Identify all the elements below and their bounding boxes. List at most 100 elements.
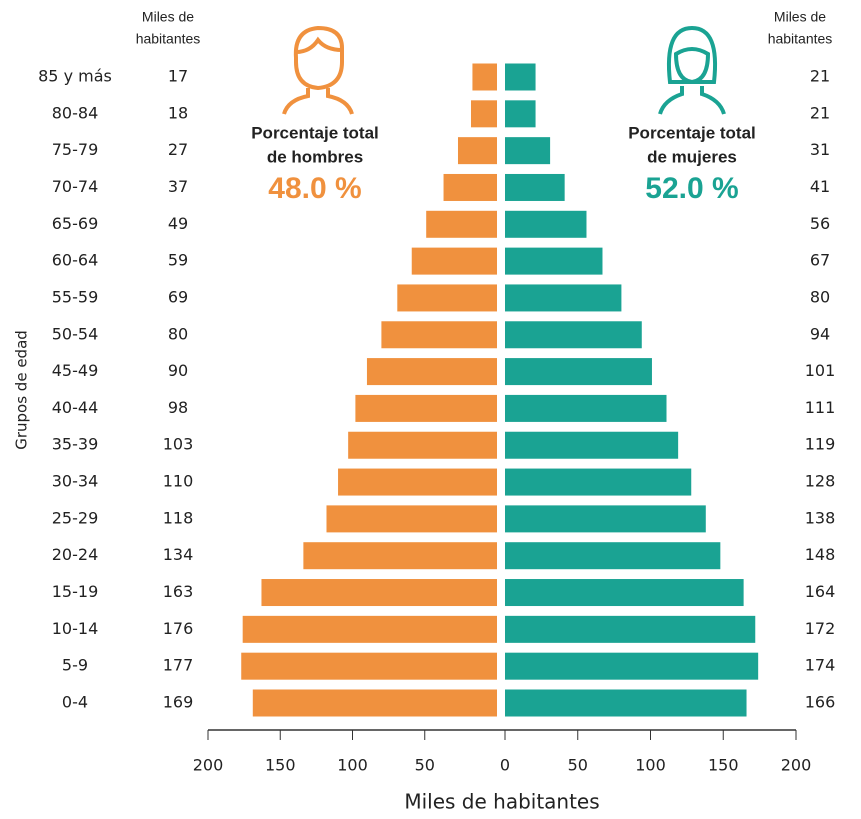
x-axis-label: Miles de habitantes	[404, 790, 599, 814]
value-label: 138	[805, 508, 836, 527]
category-label: 15-19	[52, 582, 99, 601]
bar	[261, 579, 497, 607]
value-label: 101	[805, 361, 836, 380]
category-label: 0-4	[62, 693, 88, 712]
women-caption: de mujeres	[647, 147, 737, 166]
bar	[355, 394, 497, 422]
value-label: 41	[810, 177, 830, 196]
women-percent: 52.0 %	[645, 172, 738, 205]
man-icon	[282, 25, 354, 115]
value-label: 110	[163, 472, 194, 491]
value-label: 80	[168, 324, 188, 343]
value-label: 134	[163, 545, 194, 564]
x-tick-label: 100	[337, 756, 368, 775]
category-label: 85 y más	[38, 67, 112, 86]
bar	[505, 63, 536, 91]
bar	[505, 542, 721, 570]
value-label: 103	[163, 435, 194, 454]
bar	[505, 579, 744, 607]
value-label: 56	[810, 214, 830, 233]
value-label: 94	[810, 324, 830, 343]
value-label: 98	[168, 398, 188, 417]
bar	[505, 247, 603, 275]
category-label: 70-74	[52, 177, 99, 196]
right-header: habitantes	[768, 31, 833, 47]
category-label: 5-9	[62, 656, 88, 675]
category-label: 80-84	[52, 103, 99, 122]
bar	[505, 431, 679, 459]
bar	[505, 284, 622, 312]
bar	[505, 394, 667, 422]
y-axis-label: Grupos de edad	[13, 330, 31, 450]
x-tick-label: 100	[635, 756, 666, 775]
bar	[470, 100, 497, 128]
bar	[303, 542, 497, 570]
x-tick-label: 200	[193, 756, 224, 775]
category-label: 45-49	[52, 361, 99, 380]
value-label: 177	[163, 656, 194, 675]
value-label: 37	[168, 177, 188, 196]
category-label: 30-34	[52, 472, 99, 491]
bar	[241, 652, 497, 680]
value-label: 27	[168, 140, 188, 159]
value-label: 49	[168, 214, 188, 233]
category-label: 65-69	[52, 214, 99, 233]
left-header: Miles de	[142, 9, 194, 25]
value-label: 164	[805, 582, 836, 601]
bar	[443, 173, 497, 201]
value-label: 67	[810, 251, 830, 270]
bar	[505, 505, 706, 533]
bar	[397, 284, 497, 312]
men-caption: de hombres	[267, 147, 363, 166]
men-caption: Porcentaje total	[251, 123, 379, 142]
value-label: 169	[163, 693, 194, 712]
category-label: 55-59	[52, 287, 99, 306]
bar	[505, 210, 587, 238]
value-label: 174	[805, 656, 836, 675]
bar	[252, 689, 497, 717]
bar	[326, 505, 497, 533]
value-label: 69	[168, 287, 188, 306]
x-tick-label: 50	[568, 756, 588, 775]
left-header: habitantes	[136, 31, 201, 47]
right-header: Miles de	[774, 9, 826, 25]
value-label: 18	[168, 103, 188, 122]
bar	[348, 431, 497, 459]
value-label: 80	[810, 287, 830, 306]
category-label: 35-39	[52, 435, 99, 454]
value-label: 31	[810, 140, 830, 159]
bar	[381, 321, 497, 349]
category-label: 40-44	[52, 398, 99, 417]
category-label: 50-54	[52, 324, 99, 343]
bar	[505, 689, 747, 717]
bar	[411, 247, 497, 275]
bar	[505, 358, 652, 386]
value-label: 111	[805, 398, 836, 417]
bar	[426, 210, 497, 238]
category-label: 20-24	[52, 545, 99, 564]
bar	[366, 358, 497, 386]
category-label: 25-29	[52, 508, 99, 527]
men-percent: 48.0 %	[268, 172, 361, 205]
bar	[505, 173, 565, 201]
bar	[505, 652, 759, 680]
bar	[505, 321, 642, 349]
x-tick-label: 50	[415, 756, 435, 775]
value-label: 17	[168, 67, 188, 86]
bar	[505, 615, 756, 643]
value-label: 166	[805, 693, 836, 712]
category-label: 60-64	[52, 251, 99, 270]
bar	[457, 137, 497, 165]
value-label: 176	[163, 619, 194, 638]
woman-icon	[658, 25, 726, 115]
value-label: 148	[805, 545, 836, 564]
value-label: 172	[805, 619, 836, 638]
value-label: 90	[168, 361, 188, 380]
value-label: 21	[810, 103, 830, 122]
bar	[472, 63, 497, 91]
value-label: 128	[805, 472, 836, 491]
x-tick-label: 0	[500, 756, 510, 775]
bar	[242, 615, 497, 643]
bar	[505, 468, 692, 496]
